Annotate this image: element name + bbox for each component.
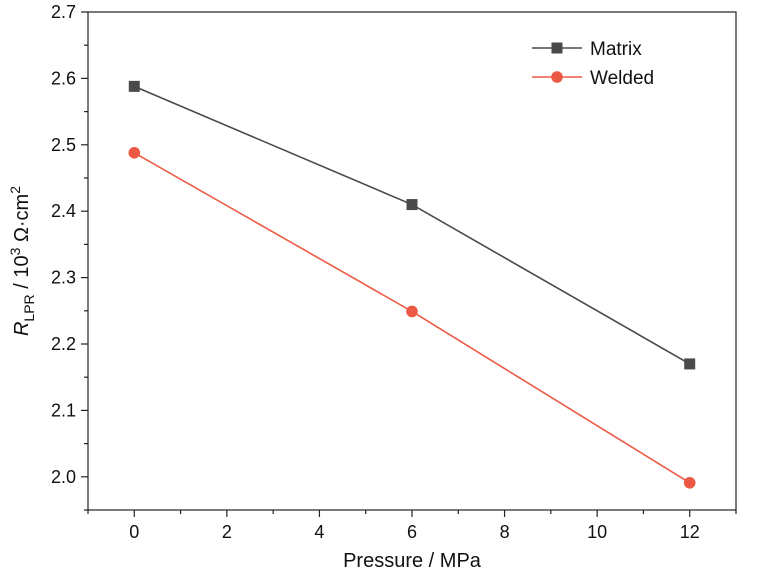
y-axis-title-superscript-1: 3 (7, 247, 23, 255)
legend-label-welded: Welded (590, 68, 654, 89)
data-point-matrix (684, 358, 696, 370)
legend-marker-welded (551, 71, 563, 83)
y-tick-label: 2.5 (51, 135, 76, 155)
legend-label-matrix: Matrix (590, 39, 642, 60)
y-axis-title-subscript: LPR (21, 294, 37, 321)
x-axis-title: Pressure / MPa (343, 550, 482, 572)
x-tick-label: 4 (314, 522, 324, 542)
y-tick-label: 2.7 (51, 2, 76, 22)
data-point-matrix (406, 199, 418, 211)
y-tick-label: 2.0 (51, 467, 76, 487)
legend-marker-matrix (551, 42, 563, 54)
data-point-welded (406, 305, 418, 318)
data-point-welded (128, 146, 141, 159)
x-tick-label: 0 (129, 522, 139, 542)
data-point-matrix (128, 80, 140, 92)
y-axis-title-mid: / 10 (11, 255, 33, 294)
y-axis-title-unit: Ω·cm (11, 194, 33, 248)
y-axis-title-main: R (11, 322, 33, 336)
y-tick-label: 2.4 (51, 201, 76, 221)
series-layer (128, 80, 696, 489)
data-point-welded (683, 476, 696, 489)
y-axis-title: RLPR / 103 Ω·cm2 (7, 186, 37, 336)
legend: Matrix Welded (532, 39, 654, 89)
y-tick-label: 2.1 (51, 400, 76, 420)
y-axis-ticks: 2.0 2.1 2.2 2.3 2.4 2.5 2.6 2.7 (51, 2, 88, 511)
y-tick-label: 2.2 (51, 334, 76, 354)
x-axis-ticks: 0 2 4 6 8 10 12 (87, 510, 737, 542)
x-tick-label: 8 (500, 522, 510, 542)
y-axis-title-superscript-2: 2 (7, 186, 23, 194)
y-tick-label: 2.3 (51, 268, 76, 288)
x-tick-label: 10 (587, 522, 607, 542)
series-line-matrix (133, 85, 691, 365)
x-tick-label: 6 (407, 522, 417, 542)
x-tick-label: 2 (222, 522, 232, 542)
y-tick-label: 2.6 (51, 68, 76, 88)
x-tick-label: 12 (680, 522, 700, 542)
